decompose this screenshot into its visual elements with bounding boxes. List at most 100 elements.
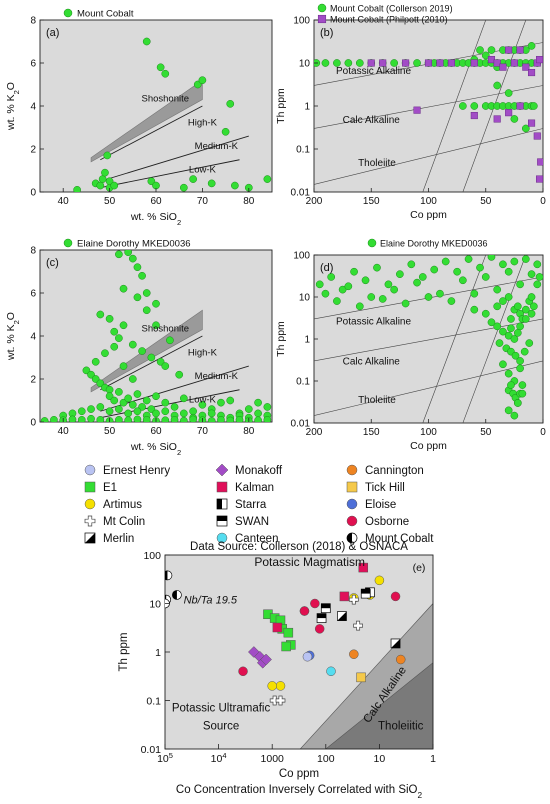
legend-marker <box>346 481 358 493</box>
panel-c-point <box>263 416 272 422</box>
panel-b-y-tick-label: 0.01 <box>291 188 311 199</box>
panel-c-point <box>207 409 216 418</box>
panel-c-point <box>179 416 188 422</box>
panel-c-point <box>235 416 244 422</box>
legend-marker <box>346 515 358 527</box>
panel-c-field-label: High-K <box>188 347 218 358</box>
panel-c-point <box>105 385 114 394</box>
legend-marker <box>84 515 96 527</box>
legend-label: Tick Hill <box>365 482 405 494</box>
panel-e-subtitle-sub: 2 <box>418 791 423 800</box>
panel-c-point <box>128 400 137 409</box>
panel-d-point <box>510 335 519 343</box>
panel-c-y-axis-label-part: K <box>5 324 17 331</box>
panel-d-point <box>333 297 341 305</box>
panel-d-point <box>521 315 530 323</box>
panel-b-point-square <box>367 59 375 67</box>
panel-e-point <box>314 624 325 634</box>
legend-marker <box>84 481 96 493</box>
panel-c-point <box>142 306 151 315</box>
panel-d-point <box>355 302 364 311</box>
panel-c-point <box>207 417 216 422</box>
panel-e-point <box>267 681 277 691</box>
panel-d-point <box>520 347 529 356</box>
figure-legend: Ernest Henry E1 Artimus Mt Colin Merlin Monak… <box>84 463 434 545</box>
panel-b-y-tick-label: 1 <box>304 102 310 113</box>
panel-c-point <box>68 415 77 422</box>
panel-c-y-tick-label: 2 <box>30 375 36 386</box>
panel-c-point <box>152 392 160 401</box>
panel-c-y-axis-label: wt. % K2O <box>5 312 21 361</box>
panel-c-point <box>152 409 160 418</box>
legend-label: Osborne <box>365 516 409 528</box>
panel-c-point <box>77 416 86 422</box>
panel-a-point <box>73 186 81 192</box>
panel-d-point <box>344 282 353 291</box>
panel-c-point <box>217 416 225 422</box>
panel-c-boundary-line <box>100 335 203 391</box>
panel-c-point <box>226 396 235 405</box>
panel-e-point <box>283 627 294 638</box>
legend-marker <box>346 498 358 510</box>
panel-d-point <box>447 297 456 305</box>
panel-a-point <box>179 183 188 192</box>
panel-b-panel-label: (b) <box>320 27 333 39</box>
panel-c-x-axis-label-sub: 2 <box>177 448 181 457</box>
panel-b-point-square <box>528 119 536 127</box>
panel-c-y-tick-label: 8 <box>30 246 36 257</box>
panel-c-point <box>133 390 142 398</box>
panel-b-legend-label: Mount Cobalt (Collerson 2019) <box>330 4 453 14</box>
panel-d-point <box>495 339 504 347</box>
panel-a-point <box>226 100 235 108</box>
panel-a-point <box>221 127 230 136</box>
panel-a-field-label: High-K <box>188 117 218 128</box>
panel-b-point-square <box>505 109 513 117</box>
panel-d-point <box>493 302 502 311</box>
panel-c-x-tick-label: 60 <box>150 426 162 437</box>
legend-marker <box>84 464 96 476</box>
panel-b-point <box>510 115 519 123</box>
panel-d-point <box>516 322 524 331</box>
panel-b-y-tick-label: 100 <box>293 16 310 27</box>
legend-marker <box>216 532 228 544</box>
panel-d-point <box>350 267 358 276</box>
panel-d-point <box>390 285 398 294</box>
panel-c-point <box>128 254 137 263</box>
panel-c-point <box>133 407 142 416</box>
panel-c-point <box>152 321 160 330</box>
panel-d-point <box>510 257 519 266</box>
panel-b-legend-label: Mount Cobalt (Philpott (2010) <box>330 15 448 25</box>
panel-c-x-tick-label: 50 <box>104 426 116 437</box>
panel-c-y-tick-label: 0 <box>30 418 36 429</box>
panel-d-point <box>527 293 536 301</box>
panel-b-point <box>487 46 496 54</box>
panel-a-field-label: Low-K <box>189 165 217 176</box>
panel-e-x-tick-base: 10 <box>157 753 169 765</box>
legend-marker-fill <box>347 533 352 543</box>
legend-item: Kalman <box>216 481 274 494</box>
panel-c-field-label: Medium-K <box>195 371 239 382</box>
panel-e-point <box>358 562 369 573</box>
panel-e-y-tick-label: 0.1 <box>146 696 161 708</box>
panel-a-y-tick-label: 8 <box>30 16 36 27</box>
panel-c-x-tick-label: 40 <box>58 426 70 437</box>
panel-e-point-fill <box>361 589 371 594</box>
panel-e-point <box>339 591 350 602</box>
panel-d-x-axis-label: Co ppm <box>410 440 447 452</box>
panel-c-y-tick-label: 6 <box>30 289 36 300</box>
panel-d-point <box>504 267 513 276</box>
panel-e-boundary-line <box>325 662 433 749</box>
panel-b-x-tick-label: 100 <box>420 196 437 207</box>
panel-c-point <box>198 400 207 409</box>
panel-a-x-axis-label-sub: 2 <box>177 218 181 227</box>
panel-a-point <box>101 168 109 177</box>
panel-a-point <box>263 175 272 183</box>
panel-e-y-tick-label: 1 <box>155 647 161 659</box>
panel-e-point-fill <box>172 590 177 600</box>
panel-c-point <box>50 416 58 422</box>
panel-c-point <box>133 293 142 302</box>
panel-b-point-square <box>510 59 518 67</box>
panel-b-y-tick-label: 10 <box>299 59 311 70</box>
panel-c-point <box>96 403 105 411</box>
